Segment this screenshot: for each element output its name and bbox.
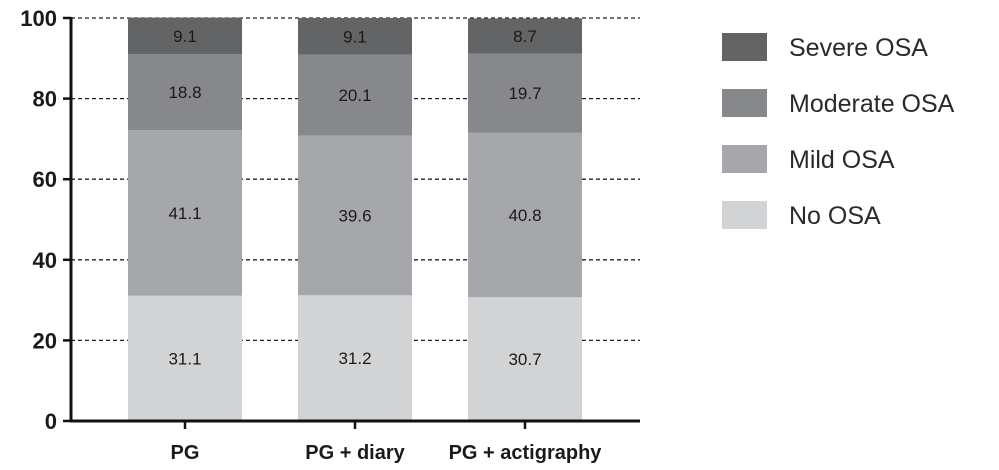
category-label-pg: PG <box>171 442 200 464</box>
y-tick-label-60: 60 <box>33 167 57 192</box>
category-label-pg-actigraphy: PG + actigraphy <box>449 442 603 464</box>
data-label-pg-diary-moderate-osa: 20.1 <box>338 86 371 105</box>
y-tick-label-80: 80 <box>33 87 57 112</box>
bar-pg-actigraphy-no-osa <box>468 297 582 421</box>
legend-swatch-no-osa <box>722 201 767 229</box>
data-label-pg-diary-mild-osa: 39.6 <box>338 206 371 225</box>
bar-pg-severe-osa <box>128 17 242 55</box>
data-labels: 31.1 41.1 18.8 9.1 31.2 39.6 20.1 9.1 30.7 40.8 19… <box>168 27 541 369</box>
legend-swatch-severe-osa <box>722 33 767 61</box>
bar-pg-moderate-osa <box>128 54 242 131</box>
y-tick-label-20: 20 <box>33 328 57 353</box>
bar-pg-actigraphy-severe-osa <box>468 18 582 54</box>
legend-label-mild-osa: Mild OSA <box>789 146 895 174</box>
y-tick-label-0: 0 <box>45 409 57 434</box>
y-tick-label-100: 100 <box>20 6 57 31</box>
data-label-pg-actigraphy-mild-osa: 40.8 <box>508 206 541 225</box>
data-label-pg-moderate-osa: 18.8 <box>168 83 201 102</box>
bar-pg-diary-no-osa <box>298 295 412 421</box>
axes: 0 20 40 60 80 100 PG PG + diary PG + actigraphy <box>20 6 640 464</box>
category-label-pg-diary: PG + diary <box>305 442 405 464</box>
bar-pg-no-osa <box>128 295 242 421</box>
legend-label-no-osa: No OSA <box>789 202 881 230</box>
bar-pg-actigraphy-mild-osa <box>468 132 582 298</box>
data-label-pg-diary-no-osa: 31.2 <box>338 349 371 368</box>
bar-pg-diary-severe-osa <box>298 18 412 55</box>
bars <box>128 17 582 421</box>
legend-swatch-mild-osa <box>722 145 767 173</box>
data-label-pg-actigraphy-moderate-osa: 19.7 <box>508 84 541 103</box>
data-label-pg-severe-osa: 9.1 <box>173 27 197 46</box>
legend-swatch-moderate-osa <box>722 89 767 117</box>
data-label-pg-diary-severe-osa: 9.1 <box>343 27 367 46</box>
legend-label-moderate-osa: Moderate OSA <box>789 90 955 118</box>
data-label-pg-actigraphy-no-osa: 30.7 <box>508 350 541 369</box>
bar-pg-diary-moderate-osa <box>298 54 412 136</box>
bar-pg-actigraphy-moderate-osa <box>468 53 582 133</box>
data-label-pg-actigraphy-severe-osa: 8.7 <box>513 27 537 46</box>
legend: Severe OSA Moderate OSA Mild OSA No OSA <box>722 33 955 230</box>
y-tick-label-40: 40 <box>33 248 57 273</box>
legend-label-severe-osa: Severe OSA <box>789 34 928 62</box>
bar-pg-diary-mild-osa <box>298 135 412 296</box>
data-label-pg-no-osa: 31.1 <box>168 349 201 368</box>
data-label-pg-mild-osa: 41.1 <box>168 204 201 223</box>
bar-pg-mild-osa <box>128 130 242 296</box>
